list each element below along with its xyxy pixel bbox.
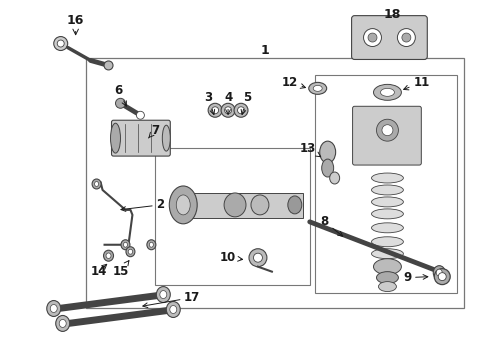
Ellipse shape	[170, 306, 177, 314]
Ellipse shape	[371, 185, 403, 195]
Ellipse shape	[378, 282, 396, 292]
Ellipse shape	[402, 33, 411, 42]
Ellipse shape	[92, 179, 101, 189]
Bar	[86, 58, 464, 307]
Ellipse shape	[438, 273, 446, 280]
Ellipse shape	[221, 103, 235, 117]
Ellipse shape	[208, 103, 222, 117]
Ellipse shape	[309, 82, 327, 94]
Text: 10: 10	[220, 251, 243, 264]
Text: 1: 1	[261, 44, 270, 57]
Ellipse shape	[147, 240, 156, 250]
Text: 14: 14	[90, 264, 107, 278]
Ellipse shape	[434, 269, 450, 285]
Bar	[155, 148, 310, 285]
Ellipse shape	[433, 266, 445, 280]
Ellipse shape	[156, 287, 171, 302]
Ellipse shape	[166, 302, 180, 318]
Ellipse shape	[54, 37, 68, 50]
FancyBboxPatch shape	[353, 106, 421, 165]
Ellipse shape	[251, 195, 269, 215]
Text: 5: 5	[241, 91, 251, 114]
Ellipse shape	[149, 242, 153, 247]
Ellipse shape	[121, 240, 130, 250]
Text: 16: 16	[67, 14, 84, 27]
Ellipse shape	[59, 319, 66, 328]
Ellipse shape	[376, 272, 398, 284]
Ellipse shape	[56, 315, 70, 332]
Text: 3: 3	[204, 91, 215, 114]
Ellipse shape	[371, 197, 403, 207]
Ellipse shape	[238, 107, 245, 114]
Ellipse shape	[224, 107, 232, 114]
Text: 9: 9	[403, 271, 428, 284]
Bar	[175, 193, 303, 218]
Ellipse shape	[368, 33, 377, 42]
Ellipse shape	[249, 249, 267, 267]
Ellipse shape	[212, 107, 219, 114]
Ellipse shape	[322, 159, 334, 177]
Ellipse shape	[373, 84, 401, 100]
Ellipse shape	[123, 242, 127, 247]
Ellipse shape	[373, 259, 401, 275]
Ellipse shape	[371, 249, 403, 259]
Ellipse shape	[382, 125, 393, 136]
Ellipse shape	[176, 195, 190, 215]
Ellipse shape	[116, 98, 125, 108]
Ellipse shape	[319, 141, 336, 163]
Ellipse shape	[364, 28, 382, 46]
Text: 12: 12	[282, 76, 305, 89]
Text: 11: 11	[404, 76, 429, 90]
Ellipse shape	[128, 249, 133, 254]
Ellipse shape	[47, 301, 61, 316]
Ellipse shape	[380, 88, 394, 96]
Ellipse shape	[160, 291, 167, 298]
Ellipse shape	[95, 181, 98, 186]
Ellipse shape	[57, 40, 64, 47]
Ellipse shape	[376, 119, 398, 141]
Ellipse shape	[169, 186, 197, 224]
Ellipse shape	[162, 125, 171, 151]
Ellipse shape	[371, 209, 403, 219]
Ellipse shape	[371, 223, 403, 233]
Ellipse shape	[103, 250, 114, 261]
Ellipse shape	[253, 253, 263, 262]
Ellipse shape	[126, 247, 135, 257]
Ellipse shape	[234, 103, 248, 117]
Ellipse shape	[106, 253, 111, 258]
Ellipse shape	[111, 123, 121, 153]
Ellipse shape	[436, 269, 442, 276]
Text: 18: 18	[384, 8, 401, 21]
Ellipse shape	[288, 196, 302, 214]
Ellipse shape	[224, 193, 246, 217]
Ellipse shape	[313, 85, 322, 91]
FancyBboxPatch shape	[112, 120, 171, 156]
Ellipse shape	[397, 28, 416, 46]
Text: 7: 7	[148, 124, 159, 138]
Text: 2: 2	[121, 198, 164, 211]
FancyBboxPatch shape	[352, 15, 427, 59]
Ellipse shape	[330, 172, 340, 184]
Text: 15: 15	[112, 261, 129, 278]
Ellipse shape	[371, 237, 403, 247]
Text: 17: 17	[143, 291, 200, 307]
Text: 4: 4	[224, 91, 232, 114]
Ellipse shape	[104, 61, 113, 70]
Bar	[315, 75, 457, 293]
Text: 13: 13	[299, 141, 320, 157]
Text: 8: 8	[320, 215, 343, 236]
Ellipse shape	[371, 173, 403, 183]
Ellipse shape	[50, 305, 57, 312]
Text: 6: 6	[114, 84, 126, 106]
Ellipse shape	[136, 111, 145, 119]
